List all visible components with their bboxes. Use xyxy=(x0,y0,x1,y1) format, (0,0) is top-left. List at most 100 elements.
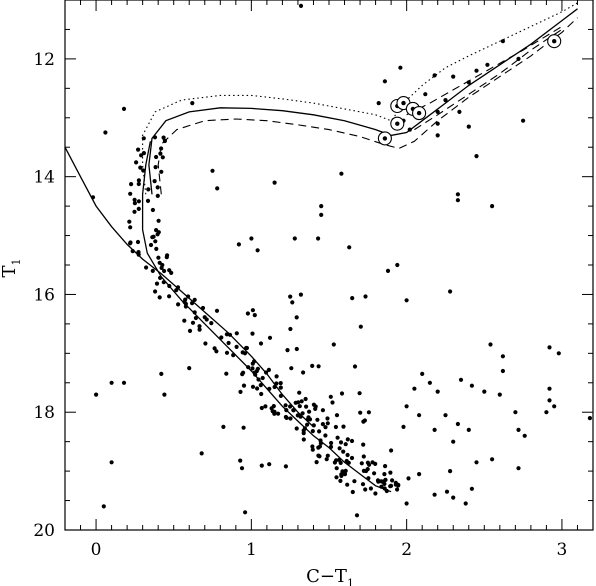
field-star-point xyxy=(255,366,260,371)
star-point xyxy=(354,513,360,518)
star-point xyxy=(236,242,241,247)
cluster-star-point xyxy=(338,478,343,483)
star-point xyxy=(121,380,127,385)
field-star-point xyxy=(259,463,264,468)
field-star-point xyxy=(313,404,318,409)
cluster-star-point xyxy=(183,301,188,306)
cluster-star-point xyxy=(373,461,378,466)
star-point xyxy=(420,371,425,376)
star-point xyxy=(500,354,505,359)
cluster-star-point xyxy=(299,399,304,404)
cluster-star-point xyxy=(139,153,144,158)
star-point xyxy=(417,413,422,418)
cluster-star-point xyxy=(132,201,137,206)
cluster-star-point xyxy=(224,371,229,376)
cluster-star-point xyxy=(160,155,165,160)
cluster-star-point xyxy=(272,384,277,390)
cluster-star-point xyxy=(187,328,193,333)
tick-layer xyxy=(64,0,594,531)
cluster-star-point xyxy=(259,391,264,397)
cluster-star-point xyxy=(366,476,371,481)
field-star-point xyxy=(310,444,315,449)
isochrone-solid-0 xyxy=(141,141,392,493)
isochrone-dashed-4 xyxy=(157,17,578,195)
cluster-star-point xyxy=(335,435,340,440)
cluster-star-point xyxy=(283,403,288,408)
cluster-star-point xyxy=(390,478,395,483)
field-star-point xyxy=(234,344,239,349)
star-point xyxy=(109,460,114,465)
star-point xyxy=(482,389,487,394)
cluster-star-point xyxy=(334,458,339,463)
field-star-point xyxy=(363,294,368,299)
star-point xyxy=(298,3,304,8)
cluster-star-point xyxy=(165,253,170,258)
star-point xyxy=(451,439,456,444)
cluster-star-point xyxy=(135,239,141,245)
cluster-star-point xyxy=(300,411,305,416)
field-star-point xyxy=(272,409,277,414)
cluster-star-point xyxy=(345,482,350,487)
cluster-star-point xyxy=(203,341,208,346)
cluster-star-point xyxy=(169,270,174,275)
cluster-star-point xyxy=(154,246,159,251)
isochrone-layer xyxy=(64,2,578,493)
cluster-star-point xyxy=(294,426,299,431)
cluster-star-point xyxy=(320,422,325,427)
field-star-point xyxy=(341,424,346,429)
star-point xyxy=(458,377,464,382)
star-point xyxy=(500,368,505,374)
cluster-star-point xyxy=(167,283,172,289)
cluster-star-point xyxy=(288,416,293,421)
cluster-star-point xyxy=(136,181,141,187)
star-point xyxy=(466,124,471,129)
cluster-star-point xyxy=(259,405,264,411)
cluster-star-point xyxy=(318,438,323,443)
star-point xyxy=(292,236,297,241)
cluster-star-point xyxy=(258,383,263,388)
star-point xyxy=(516,427,521,432)
cluster-star-point xyxy=(250,366,255,371)
cluster-star-point xyxy=(202,315,207,320)
cluster-star-point xyxy=(162,268,167,274)
cluster-star-point xyxy=(305,422,310,427)
cluster-star-point xyxy=(138,165,143,170)
isochrone-dashed-6 xyxy=(406,26,563,116)
cluster-star-point xyxy=(209,321,214,326)
field-star-point xyxy=(357,391,362,396)
cluster-star-point xyxy=(153,239,158,244)
cluster-star-point xyxy=(288,404,293,409)
star-point xyxy=(500,39,505,44)
cluster-star-point xyxy=(278,385,283,390)
star-point xyxy=(474,154,479,159)
star-point xyxy=(488,342,493,347)
star-point xyxy=(516,466,521,471)
field-star-point xyxy=(337,457,342,462)
cluster-star-point xyxy=(360,482,366,487)
circled-star-point xyxy=(552,39,557,44)
circled-star-layer xyxy=(377,34,562,146)
star-point xyxy=(404,404,409,409)
field-star-point xyxy=(267,335,273,340)
field-star-point xyxy=(285,348,290,353)
cluster-star-point xyxy=(226,340,231,346)
cluster-star-point xyxy=(317,444,322,449)
cluster-star-point xyxy=(214,308,220,313)
cluster-star-point xyxy=(159,146,164,151)
field-star-point xyxy=(238,458,243,463)
cluster-star-point xyxy=(242,351,248,356)
star-point xyxy=(272,180,277,185)
field-star-point xyxy=(284,415,289,420)
cluster-star-point xyxy=(130,249,135,254)
y-tick-label: 16 xyxy=(33,285,55,305)
cluster-star-point xyxy=(156,255,161,260)
cluster-star-point xyxy=(382,472,387,477)
cluster-star-point xyxy=(315,417,320,422)
star-point xyxy=(485,62,490,67)
cluster-star-point xyxy=(250,361,255,366)
star-point xyxy=(455,421,460,427)
star-point xyxy=(444,489,450,494)
star-point xyxy=(153,289,158,294)
plot-frame xyxy=(64,0,594,531)
